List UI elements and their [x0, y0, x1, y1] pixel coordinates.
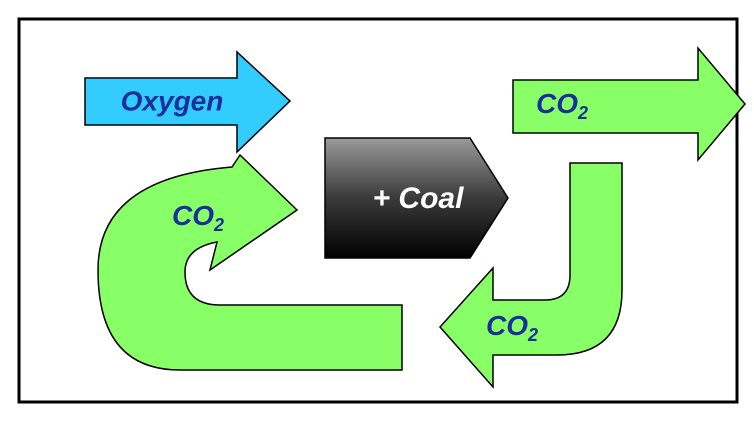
co2-sub: 2 — [527, 325, 538, 345]
co2-recycle-arrow — [97, 153, 403, 371]
co2-return-arrow — [438, 162, 623, 389]
oxygen-label: Oxygen — [121, 85, 224, 116]
co2-out-arrow — [512, 45, 746, 163]
co2-sub: 2 — [577, 103, 588, 123]
co2-main: CO — [486, 310, 528, 341]
oxygen-arrow — [84, 50, 292, 154]
coal-label: + Coal — [373, 182, 465, 215]
co2-label: CO2 — [536, 88, 588, 122]
coal-box — [324, 137, 509, 259]
co2-label: CO2 — [486, 310, 538, 344]
co2-main: CO — [172, 200, 214, 231]
co2-label: CO2 — [172, 200, 224, 234]
co2-main: CO — [536, 88, 578, 119]
co2-sub: 2 — [213, 215, 224, 235]
